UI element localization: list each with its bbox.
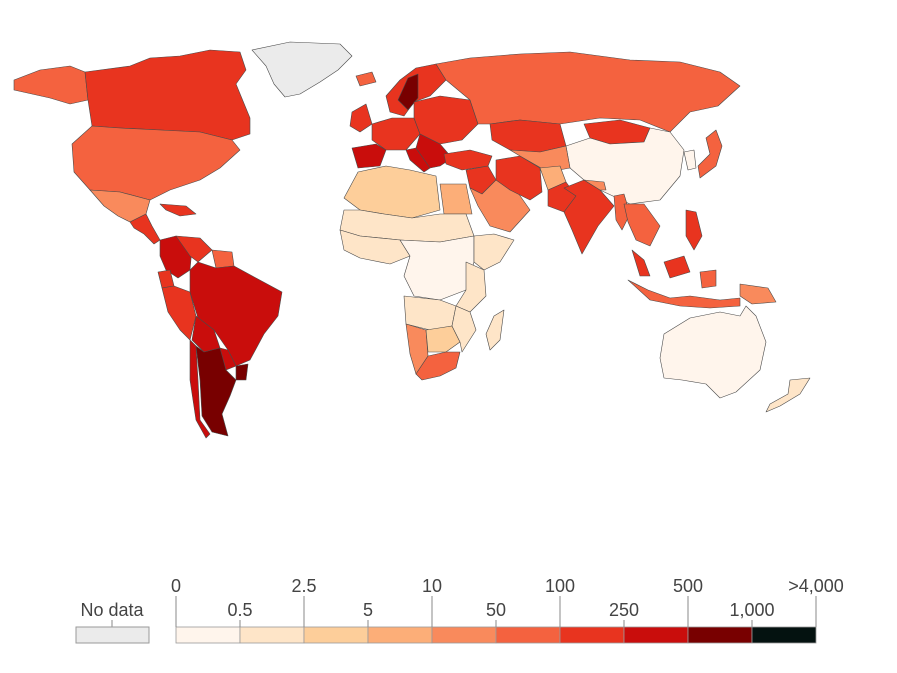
legend-tick-label-lower: 1,000 (729, 600, 774, 620)
region-usa[interactable] (71, 125, 241, 201)
region-central-asia[interactable] (509, 145, 571, 173)
legend-bin-8 (687, 626, 753, 644)
region-uruguay[interactable] (235, 363, 249, 381)
legend-bin-9 (751, 626, 817, 644)
region-central-america[interactable] (129, 213, 161, 245)
region-chile[interactable] (189, 339, 211, 439)
region-iberia[interactable] (351, 143, 387, 169)
region-indochina[interactable] (623, 203, 661, 247)
legend-tick-label-upper: 2.5 (291, 576, 316, 596)
region-madagascar[interactable] (485, 309, 505, 351)
world-map (13, 41, 811, 439)
region-png[interactable] (739, 283, 777, 305)
legend-tick-label-upper: 10 (422, 576, 442, 596)
region-korea[interactable] (683, 149, 697, 171)
region-philippines[interactable] (685, 209, 703, 251)
region-nepal-bhutan[interactable] (583, 179, 607, 191)
region-angola-zambia[interactable] (403, 295, 457, 331)
region-iceland[interactable] (355, 71, 377, 87)
region-argentina[interactable] (195, 345, 237, 437)
region-caribbean[interactable] (159, 203, 197, 217)
region-venezuela[interactable] (175, 235, 213, 263)
legend-tick-label-upper: >4,000 (788, 576, 844, 596)
legend-tick-label-lower: 250 (609, 600, 639, 620)
legend-bin-1 (239, 626, 305, 644)
region-indonesia[interactable] (627, 269, 741, 309)
region-horn-of-africa[interactable] (473, 233, 515, 271)
region-uk-ireland[interactable] (349, 103, 373, 133)
region-arabia[interactable] (469, 179, 531, 233)
legend-tick-label-upper: 100 (545, 576, 575, 596)
no-data-label: No data (80, 600, 144, 620)
region-australia[interactable] (659, 305, 767, 399)
legend-tick-label-lower: 50 (486, 600, 506, 620)
region-kazakhstan[interactable] (489, 119, 567, 153)
region-mozambique[interactable] (451, 305, 477, 353)
legend-color-scale (175, 626, 817, 644)
no-data-legend: No data (75, 600, 150, 644)
region-malaysia[interactable] (631, 249, 691, 279)
legend-tick-label-upper: 0 (171, 576, 181, 596)
region-new-zealand[interactable] (765, 377, 811, 413)
region-greenland[interactable] (251, 41, 353, 98)
region-japan[interactable] (697, 129, 723, 179)
legend-bin-6 (559, 626, 625, 644)
legend-bin-3 (367, 626, 433, 644)
region-alaska[interactable] (13, 65, 89, 105)
region-myanmar[interactable] (613, 193, 631, 231)
region-sweden[interactable] (397, 73, 419, 111)
legend-bin-5 (495, 626, 561, 644)
legend-bin-4 (431, 626, 497, 644)
region-egypt[interactable] (439, 183, 473, 215)
region-west-africa[interactable] (339, 229, 411, 265)
legend-ticks: 0 0.5 2.5 5 10 50 100 250 500 1,000 >4,000 (171, 576, 844, 627)
region-guianas[interactable] (211, 249, 235, 269)
region-balkans[interactable] (415, 133, 453, 169)
region-central-africa[interactable] (399, 235, 475, 301)
legend-svg: No data 0 0.5 2.5 5 10 50 100 250 500 1,000 >4,000 (75, 576, 844, 644)
region-italy[interactable] (405, 147, 431, 173)
region-eastern-europe[interactable] (413, 95, 479, 145)
legend-bin-0 (175, 626, 241, 644)
region-canada[interactable] (84, 49, 251, 141)
region-russia[interactable] (435, 51, 741, 133)
region-south-africa[interactable] (415, 351, 461, 381)
legend-tick-label-upper: 500 (673, 576, 703, 596)
map-legend: No data 0 0.5 2.5 5 10 50 100 250 500 1,000 >4,000 (0, 560, 897, 660)
legend-tick-label-lower: 0.5 (227, 600, 252, 620)
region-botswana-zimbabwe[interactable] (425, 325, 461, 353)
legend-tick-label-lower: 5 (363, 600, 373, 620)
no-data-swatch (75, 626, 150, 644)
legend-bin-7 (623, 626, 689, 644)
legend-bin-2 (303, 626, 369, 644)
world-map-svg (13, 41, 811, 439)
region-western-europe[interactable] (371, 117, 421, 151)
region-peru[interactable] (161, 285, 197, 341)
